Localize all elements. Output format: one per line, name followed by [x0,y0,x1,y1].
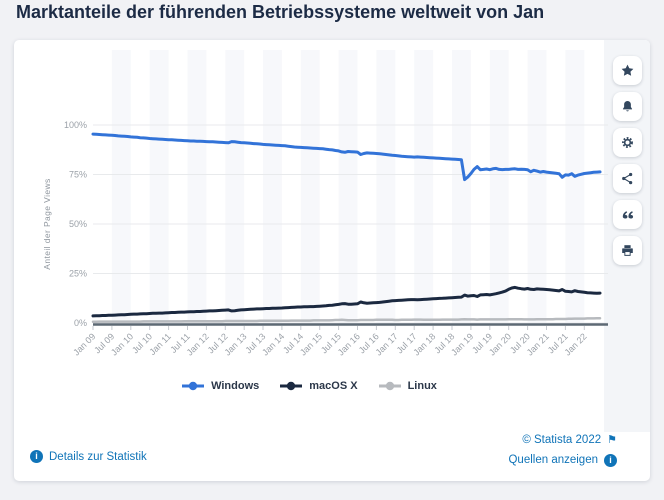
sources-link-label: Quellen anzeigen [508,454,598,466]
page-title: Marktanteile der führenden Betriebssyste… [16,2,545,22]
svg-text:Anteil der Page Views: Anteil der Page Views [42,178,52,269]
legend-item-macos-x[interactable]: macOS X [279,380,358,392]
info-icon: i [604,453,617,467]
copyright-label: © Statista 2022 [522,434,602,446]
legend-marker-icon [378,381,402,391]
gear-icon [620,135,635,150]
settings-button[interactable] [613,128,642,157]
print-button[interactable] [613,236,642,265]
quote-icon [620,207,635,222]
bell-icon [620,99,635,114]
star-icon [620,63,635,78]
info-icon: i [30,450,43,463]
alert-button[interactable] [613,92,642,121]
legend-marker-icon [279,381,303,391]
svg-text:25%: 25% [69,269,87,279]
svg-text:75%: 75% [69,170,87,180]
svg-text:Jan 09: Jan 09 [71,331,97,357]
cite-button[interactable] [613,200,642,229]
svg-text:0%: 0% [74,318,87,328]
statistic-card: 0% 25% 50% 75% 100% Jan 09 Jul 09 Jan 10 Jul 10 J… [14,40,650,481]
footer-right: © Statista 2022 ⚑ Quellen anzeigen i [508,430,617,470]
share-button[interactable] [613,164,642,193]
details-link[interactable]: i Details zur Statistik [30,450,147,463]
legend-marker-icon [181,381,205,391]
legend-item-linux[interactable]: Linux [378,380,437,392]
svg-text:Jan 11: Jan 11 [147,331,173,357]
share-icon [620,171,635,186]
legend-label: Linux [407,380,437,392]
printer-icon [620,243,635,258]
details-link-label: Details zur Statistik [49,450,147,463]
svg-text:100%: 100% [64,120,87,130]
copyright-row[interactable]: © Statista 2022 ⚑ [508,430,617,450]
svg-text:50%: 50% [69,219,87,229]
chart-legend: Windows macOS X Linux [14,380,604,392]
flag-icon: ⚑ [607,433,617,446]
legend-item-windows[interactable]: Windows [181,380,259,392]
favorite-button[interactable] [613,56,642,85]
legend-label: macOS X [309,380,358,392]
legend-label: Windows [211,380,260,392]
sources-link[interactable]: Quellen anzeigen i [508,450,617,470]
